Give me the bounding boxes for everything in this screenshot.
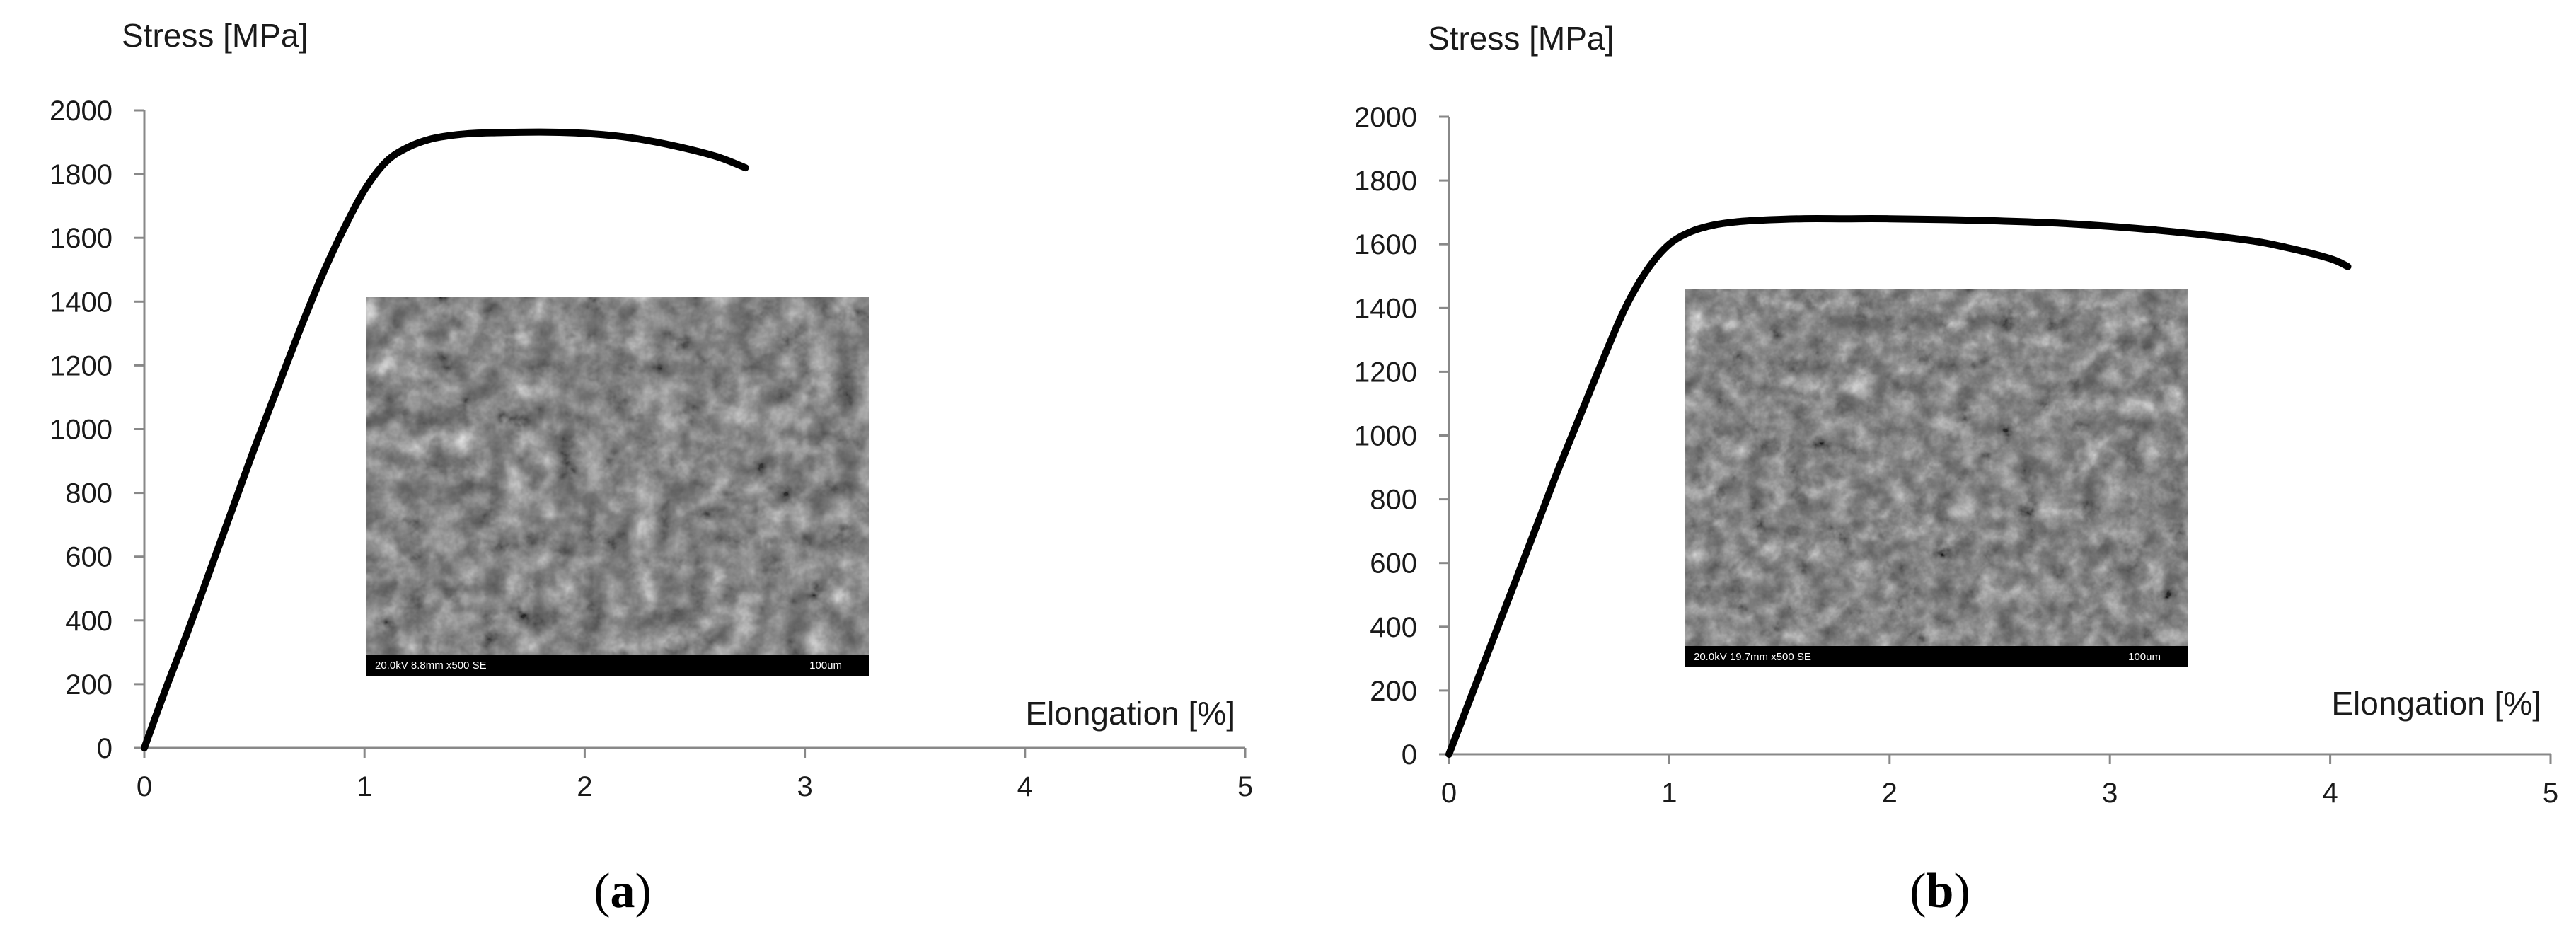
x-tick-label: 5 bbox=[2543, 778, 2558, 809]
y-tick-label: 1800 bbox=[1354, 166, 1417, 197]
y-axis-title: Stress [MPa] bbox=[1428, 20, 1614, 57]
x-tick-label: 2 bbox=[1882, 778, 1898, 809]
y-tick-label: 1400 bbox=[1354, 293, 1417, 324]
x-tick-label: 3 bbox=[797, 771, 812, 802]
y-tick-label: 400 bbox=[1370, 612, 1417, 643]
axes bbox=[1439, 115, 2552, 764]
y-tick-label: 1200 bbox=[1354, 357, 1417, 388]
x-tick-label: 0 bbox=[1441, 778, 1457, 809]
panel-label-a: (a) bbox=[594, 864, 652, 918]
y-tick-label: 800 bbox=[1370, 485, 1417, 516]
x-tick-label: 1 bbox=[357, 771, 372, 802]
stress-strain-curve bbox=[141, 128, 749, 751]
tick-labels: 0 200 400 600 800 1000 1200 1400 1600 1800 2000 0 1 2… bbox=[50, 96, 1253, 802]
y-tick-label: 1600 bbox=[1354, 229, 1417, 260]
x-tick-label: 4 bbox=[1017, 771, 1033, 802]
x-axis-title: Elongation [%] bbox=[1025, 695, 1235, 732]
sem-caption-right: 100um bbox=[2128, 651, 2161, 663]
y-tick-label: 1000 bbox=[1354, 421, 1417, 452]
y-tick-label: 200 bbox=[65, 669, 112, 700]
x-tick-label: 0 bbox=[137, 771, 152, 802]
sem-caption-bar bbox=[1685, 646, 2188, 667]
y-tick-label: 600 bbox=[65, 542, 112, 573]
y-tick-label: 1400 bbox=[50, 287, 112, 318]
y-tick-label: 1200 bbox=[50, 350, 112, 381]
x-axis-title: Elongation [%] bbox=[2331, 685, 2541, 722]
y-tick-label: 400 bbox=[65, 606, 112, 637]
x-tick-label: 1 bbox=[1661, 778, 1677, 809]
y-tick-label: 800 bbox=[65, 478, 112, 509]
panel-label-b: (b) bbox=[1910, 864, 1970, 918]
y-tick-label: 2000 bbox=[50, 96, 112, 127]
y-tick-label: 600 bbox=[1370, 548, 1417, 580]
stress-strain-curve bbox=[1445, 215, 2352, 758]
sem-caption-bar bbox=[366, 655, 869, 676]
y-tick-label: 200 bbox=[1370, 676, 1417, 707]
y-tick-label: 1600 bbox=[50, 223, 112, 254]
sem-image-texture bbox=[366, 297, 869, 655]
y-tick-label: 0 bbox=[1402, 739, 1417, 771]
x-tick-label: 2 bbox=[577, 771, 592, 802]
y-tick-label: 2000 bbox=[1354, 102, 1417, 133]
x-tick-label: 4 bbox=[2322, 778, 2338, 809]
sem-caption-right: 100um bbox=[809, 659, 842, 671]
x-tick-label: 3 bbox=[2102, 778, 2118, 809]
axes bbox=[134, 109, 1247, 758]
chart-panel-a: Stress [MPa] Elongation [%] 20.0kV 8.8mm… bbox=[50, 17, 1253, 918]
inset-sem-image: 20.0kV 19.7mm x500 SE 100um bbox=[1685, 289, 2188, 667]
y-tick-label: 0 bbox=[97, 733, 112, 764]
y-tick-label: 1800 bbox=[50, 159, 112, 190]
sem-caption-left: 20.0kV 19.7mm x500 SE bbox=[1694, 651, 1811, 663]
x-tick-label: 5 bbox=[1237, 771, 1253, 802]
y-tick-label: 1000 bbox=[50, 415, 112, 446]
inset-sem-image: 20.0kV 8.8mm x500 SE 100um bbox=[366, 297, 869, 676]
sem-image-texture bbox=[1685, 289, 2188, 646]
chart-panel-b: Stress [MPa] Elongation [%] 20.0kV 19.7m… bbox=[1354, 20, 2558, 918]
sem-caption-left: 20.0kV 8.8mm x500 SE bbox=[375, 659, 487, 671]
tick-labels: 0 200 400 600 800 1000 1200 1400 1600 1800 2000 0 1 2… bbox=[1354, 102, 2558, 809]
y-axis-title: Stress [MPa] bbox=[122, 17, 308, 54]
